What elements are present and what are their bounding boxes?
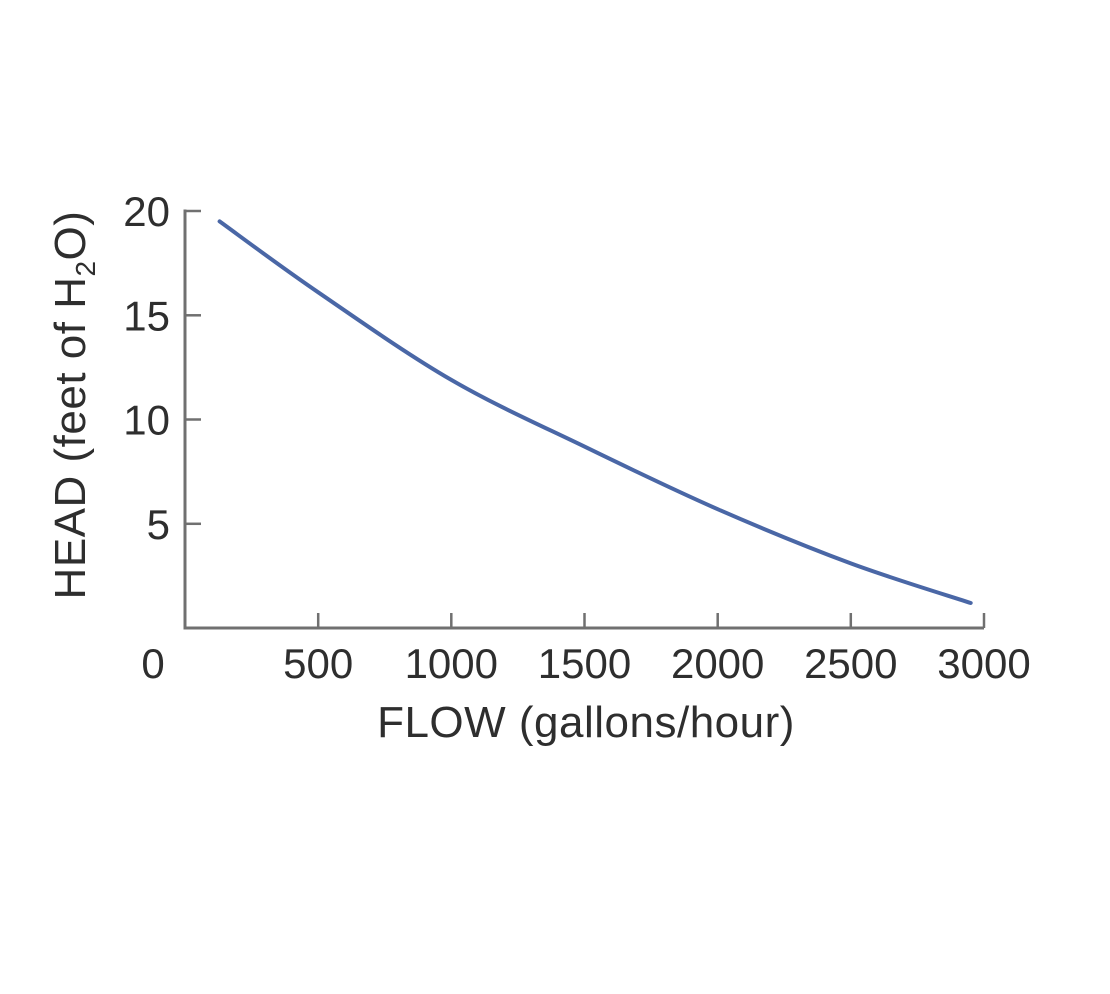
x-tick-label: 0 [141,640,164,687]
y-tick-label: 5 [147,501,170,548]
curve-series [217,219,973,605]
x-tick-label: 1000 [405,640,498,687]
x-tick-label: 3000 [937,640,1030,687]
y-axis-title-pre: HEAD (feet of H [46,277,95,600]
y-axis-title-post: O) [46,211,95,261]
y-tick-label: 10 [123,397,170,444]
x-tick-label: 2000 [671,640,764,687]
y-axis-title-subscript: 2 [70,260,101,276]
x-tick-label: 1500 [538,640,631,687]
y-axis-ticks: 5 10 15 20 [123,188,201,548]
x-axis-ticks: 0 500 1000 1500 2000 2500 3000 [141,613,1031,687]
pump-curve-line [217,219,973,605]
y-axis-title: HEAD (feet of H2O) [46,211,101,600]
x-tick-label: 500 [283,640,353,687]
y-tick-label: 20 [123,188,170,235]
x-tick-label: 2500 [804,640,897,687]
y-tick-label: 15 [123,292,170,339]
x-axis-title: FLOW (gallons/hour) [377,698,795,747]
